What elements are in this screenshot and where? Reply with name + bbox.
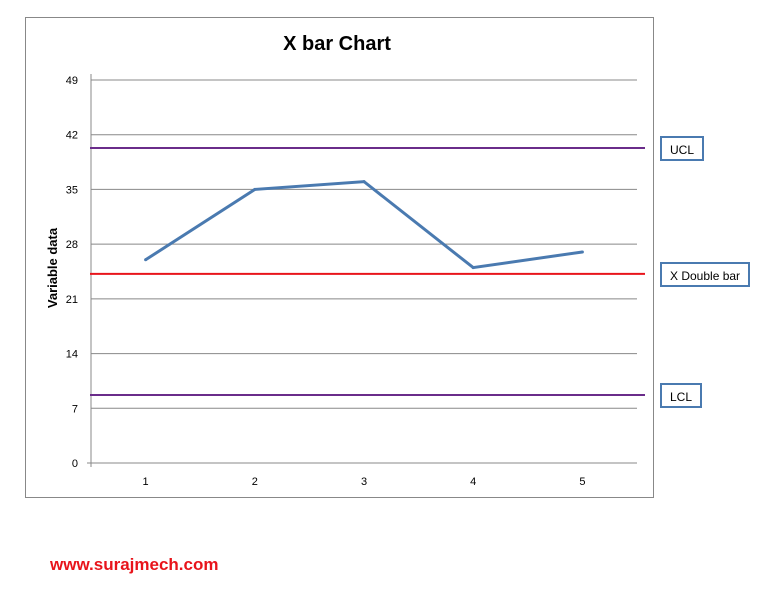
x-tick-label: 1 — [143, 476, 149, 488]
y-tick-label: 35 — [66, 184, 78, 196]
y-tick-label: 7 — [72, 403, 78, 415]
y-tick-label: 49 — [66, 75, 78, 87]
x-tick-label: 5 — [579, 476, 585, 488]
reference-label: X Double bar — [660, 261, 751, 287]
data-point — [253, 187, 257, 191]
data-point — [471, 266, 475, 270]
y-tick-label: 0 — [72, 458, 78, 470]
data-point — [362, 180, 366, 184]
chart-border — [25, 17, 654, 498]
x-tick-label: 4 — [470, 476, 476, 488]
data-point — [580, 250, 584, 254]
website-link[interactable]: www.surajmech.com — [50, 555, 219, 574]
x-tick-label: 2 — [252, 476, 258, 488]
reference-label: UCL — [660, 136, 705, 161]
y-tick-label: 21 — [66, 294, 78, 306]
reference-label: LCL — [660, 382, 703, 408]
y-tick-label: 28 — [66, 239, 78, 251]
chart-title: X bar Chart — [283, 33, 391, 55]
data-point — [144, 258, 148, 262]
y-axis-label: Variable data — [45, 227, 60, 308]
y-tick-label: 14 — [66, 349, 78, 361]
y-tick-label: 42 — [66, 130, 78, 142]
x-tick-label: 3 — [361, 476, 367, 488]
